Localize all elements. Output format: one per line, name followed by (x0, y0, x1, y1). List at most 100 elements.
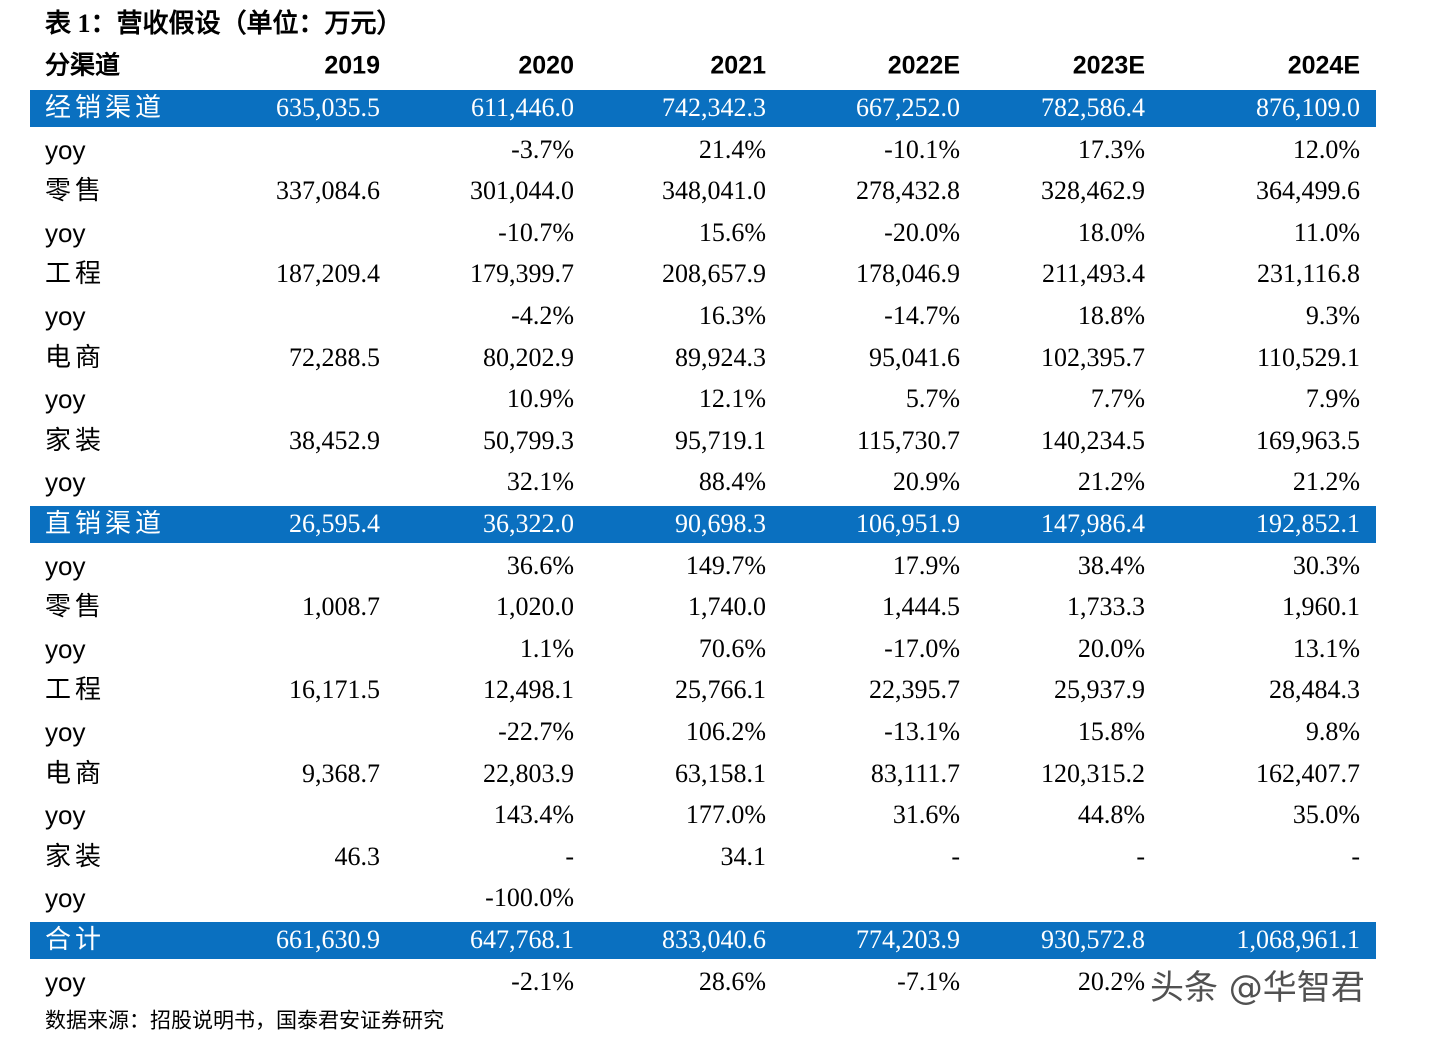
cell: -17.0% (884, 633, 960, 663)
cell: 611,446.0 (470, 93, 574, 122)
cell: 187,209.4 (276, 259, 380, 289)
cell: 169,963.5 (1256, 425, 1360, 455)
cell: 115,730.7 (856, 425, 960, 455)
cell: 18.8% (1077, 301, 1145, 330)
cell: 12,498.1 (483, 675, 574, 705)
row-label: 工程 (45, 675, 106, 705)
cell: 95,041.6 (869, 342, 960, 372)
highlight-band (30, 921, 1376, 959)
cell: 72,288.5 (289, 342, 380, 372)
cell: 26,595.4 (289, 509, 380, 538)
cell: 328,462.9 (1041, 176, 1145, 206)
cell: 15.8% (1077, 717, 1145, 746)
cell: 18.0% (1077, 217, 1145, 247)
cell: 742,342.3 (662, 93, 766, 122)
cell: 31.6% (892, 800, 960, 830)
cell: 364,499.6 (1256, 176, 1360, 206)
cell: 36,322.0 (483, 509, 574, 538)
cell: 35.0% (1292, 800, 1360, 830)
cell: 1,960.1 (1282, 592, 1360, 622)
cell: - (1136, 841, 1145, 871)
cell: 10.9% (506, 384, 574, 414)
cell: 102,395.7 (1041, 342, 1145, 372)
cell: 9,368.7 (302, 758, 380, 788)
cell: -2.1% (511, 966, 574, 996)
cell: 110,529.1 (1256, 342, 1360, 372)
highlight-band (30, 89, 1376, 127)
cell: 89,924.3 (675, 342, 766, 372)
cell: 44.8% (1077, 800, 1145, 830)
title: 表 1：营收假设（单位：万元） (45, 9, 403, 38)
highlight-band (30, 505, 1376, 543)
cell: 647,768.1 (470, 925, 574, 954)
cell: -3.7% (511, 134, 574, 164)
cell: 16.3% (698, 301, 766, 330)
cell: 17.3% (1077, 134, 1145, 164)
cell: 34.1 (720, 841, 767, 871)
cell: 208,657.9 (662, 259, 766, 289)
cell: 162,407.7 (1256, 758, 1360, 788)
header-cell: 2021 (710, 51, 766, 80)
row-label: yoy (45, 717, 86, 747)
cell: - (951, 841, 960, 871)
row-label: 电商 (45, 758, 106, 788)
cell: 20.0% (1077, 633, 1145, 663)
cell: -10.7% (498, 217, 574, 247)
cell: -100.0% (485, 883, 574, 913)
cell: 21.4% (698, 134, 766, 164)
cell: 278,432.8 (856, 176, 960, 206)
cell: 20.9% (892, 467, 960, 497)
cell: 667,252.0 (856, 93, 960, 122)
cell: 63,158.1 (675, 758, 766, 788)
row-label: yoy (45, 800, 86, 831)
row-label: 家装 (45, 841, 106, 871)
cell: 1,740.0 (688, 592, 766, 622)
cell: 1,068,961.1 (1236, 925, 1361, 954)
cell: 28,484.3 (1269, 675, 1360, 705)
cell: 179,399.7 (470, 259, 574, 289)
cell: 782,586.4 (1041, 93, 1145, 122)
cell: 1,444.5 (882, 592, 960, 622)
row-label: 电商 (45, 342, 106, 372)
cell: 833,040.6 (662, 925, 766, 954)
row-label: yoy (45, 966, 86, 997)
cell: 32.1% (506, 467, 574, 497)
cell: 1.1% (519, 633, 574, 663)
cell: 178,046.9 (856, 259, 960, 289)
watermark: 头条 @华智君 (1150, 968, 1365, 1008)
row-label: yoy (45, 883, 86, 914)
cell: 211,493.4 (1041, 259, 1145, 289)
cell: 70.6% (698, 633, 766, 663)
header-cell: 2020 (518, 51, 574, 80)
cell: 22,395.7 (869, 675, 960, 705)
cell: 143.4% (493, 800, 574, 830)
cell: -14.7% (884, 301, 960, 330)
cell: 7.7% (1090, 384, 1145, 414)
cell: 80,202.9 (483, 342, 574, 372)
cell: 1,733.3 (1067, 592, 1145, 622)
cell: 120,315.2 (1041, 758, 1145, 788)
header-cell: 2024E (1287, 51, 1360, 80)
header-cell: 分渠道 (45, 52, 121, 80)
cell: 13.1% (1292, 633, 1360, 663)
cell: 90,698.3 (675, 509, 766, 538)
cell: 140,234.5 (1041, 425, 1145, 455)
cell: 7.9% (1305, 384, 1360, 414)
cell: 12.1% (698, 384, 766, 414)
cell: 231,116.8 (1256, 259, 1360, 289)
cell: 21.2% (1077, 467, 1145, 497)
cell: 106.2% (685, 717, 766, 746)
source: 数据来源：招股说明书，国泰君安证券研究 (45, 1008, 444, 1033)
cell: 5.7% (905, 384, 960, 414)
row-label: 直销渠道 (45, 509, 166, 538)
cell: 28.6% (698, 966, 766, 996)
row-label: yoy (45, 301, 86, 331)
row-label: yoy (45, 467, 86, 498)
row-label: yoy (45, 633, 86, 664)
cell: 30.3% (1292, 550, 1360, 580)
cell: 661,630.9 (276, 925, 380, 954)
cell: 1,020.0 (496, 592, 574, 622)
row-label: yoy (45, 550, 86, 581)
cell: -7.1% (897, 966, 960, 996)
